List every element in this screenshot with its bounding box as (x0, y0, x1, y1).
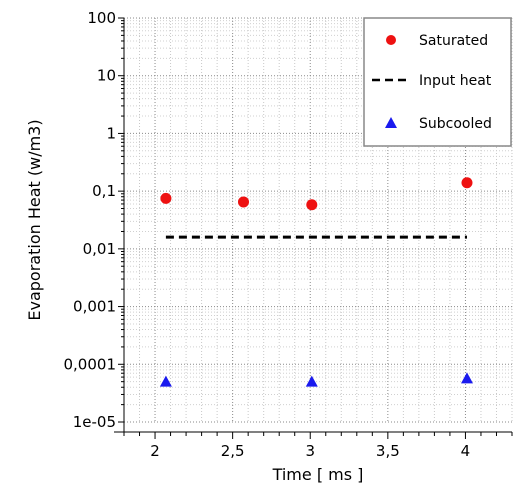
subcooled-point (159, 375, 172, 387)
legend-circle-marker (386, 35, 396, 45)
x-tick-label: 3 (305, 442, 315, 460)
saturated-point (461, 177, 473, 189)
x-tick-label: 2 (150, 442, 160, 460)
legend-label: Input heat (419, 73, 492, 89)
subcooled-point (305, 375, 318, 387)
saturated-point (238, 196, 250, 208)
y-tick-label: 0,01 (83, 240, 116, 258)
y-axis-title: Evaporation Heat (w/m3) (25, 119, 44, 320)
axes: 2 2,5 3 3,5 4 100 10 1 0,1 0,01 0,001 0,0001 1e-05 (64, 9, 513, 460)
y-tick-label: 0,1 (92, 182, 116, 200)
data-marks (159, 177, 473, 387)
x-tick-label: 4 (461, 442, 471, 460)
subcooled-point (460, 372, 473, 384)
y-tick-label: 100 (87, 9, 116, 27)
y-tick-label: 10 (97, 67, 116, 85)
legend-label: Saturated (419, 33, 488, 49)
grid (123, 17, 513, 423)
x-tick-label: 2,5 (221, 442, 245, 460)
y-tick-label: 1e-05 (73, 413, 116, 431)
legend-triangle-marker (385, 117, 397, 128)
saturated-point (160, 192, 172, 204)
y-tick-label: 0,0001 (64, 355, 117, 373)
x-axis-title: Time [ ms ] (272, 465, 364, 484)
saturated-point (306, 199, 318, 211)
y-tick-label: 1 (106, 124, 116, 142)
y-tick-label: 0,001 (73, 298, 116, 316)
legend-label: Subcooled (419, 116, 492, 132)
legend: Saturated Input heat Subcooled (363, 17, 512, 147)
x-tick-label: 3,5 (376, 442, 400, 460)
